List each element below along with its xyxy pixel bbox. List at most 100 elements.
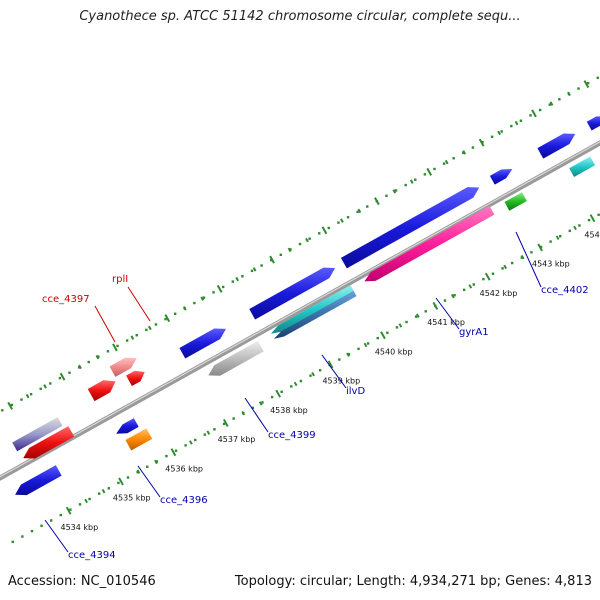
- scale-tick: [531, 109, 537, 118]
- dotted-track-forward: [577, 87, 580, 90]
- scale-tick-minor: [43, 384, 47, 389]
- gene-rplI-arrow[interactable]: [109, 357, 137, 377]
- gene-arrow-blue[interactable]: [537, 133, 576, 159]
- dotted-track-reverse: [232, 417, 235, 420]
- dotted-track-forward: [154, 323, 158, 326]
- gene-label-cce-4402[interactable]: cce_4402: [541, 285, 589, 296]
- scale-tick-label: 4542 kbp: [480, 289, 518, 298]
- gene-label-cce-4397[interactable]: cce_4397: [42, 294, 90, 305]
- dotted-track-reverse: [78, 503, 82, 506]
- scale-tick: [112, 343, 118, 352]
- dotted-track-reverse: [597, 213, 600, 216]
- dotted-track-reverse: [270, 395, 274, 399]
- scale-tick-minor: [293, 381, 298, 387]
- gene-rplL-arrow[interactable]: [87, 380, 116, 402]
- dotted-track-forward: [318, 232, 321, 235]
- scale-tick-label: 4535 kbp: [113, 494, 151, 503]
- dotted-track-reverse: [338, 358, 341, 361]
- gene-features[interactable]: [12, 116, 600, 496]
- dotted-track-reverse: [549, 240, 552, 243]
- gene-arrow-blue[interactable]: [340, 187, 480, 269]
- gene-cce-4397-arrow[interactable]: [23, 426, 75, 459]
- gene-arrow-cyan[interactable]: [569, 156, 596, 177]
- dotted-track-reverse: [126, 476, 130, 479]
- dotted-track-forward: [125, 339, 129, 342]
- dotted-track-forward: [500, 130, 503, 133]
- scale-tick-minor: [287, 247, 292, 253]
- gene-arrow-blue[interactable]: [179, 328, 226, 359]
- dotted-track-reverse: [184, 444, 187, 447]
- scale-tick-minor: [567, 91, 571, 97]
- scale-tick-minor: [136, 469, 141, 474]
- gene-arrow-steel[interactable]: [273, 290, 357, 339]
- gene-arrow-blue[interactable]: [489, 169, 513, 185]
- dotted-track-forward: [145, 328, 148, 332]
- dotted-track-reverse: [347, 352, 351, 356]
- scale-tick: [164, 314, 171, 323]
- dotted-track-forward: [433, 167, 436, 171]
- dotted-track-forward: [490, 135, 494, 139]
- scale-tick-minor: [520, 254, 525, 260]
- gene-arrow-blue[interactable]: [586, 116, 600, 131]
- dotted-track-forward: [529, 114, 532, 117]
- leader-line-cce-4402: [515, 231, 542, 288]
- scale-tick: [589, 214, 596, 223]
- scale-tick-minor: [311, 371, 315, 377]
- scale-tick-minor: [25, 393, 30, 399]
- dotted-track-reverse: [501, 267, 504, 270]
- scale-tick: [170, 448, 177, 457]
- dotted-track-forward: [558, 98, 561, 101]
- dotted-track-reverse: [146, 465, 149, 469]
- scale-tick-minor: [450, 293, 455, 299]
- gene-cce-4402-arrow[interactable]: [504, 192, 527, 211]
- gene-cce-4394-arrow[interactable]: [15, 465, 62, 496]
- dotted-track-forward: [414, 178, 417, 181]
- gene-label-cce-4399[interactable]: cce_4399: [268, 430, 316, 441]
- gene-cce-4396-arrow[interactable]: [125, 428, 153, 451]
- dotted-track-reverse: [539, 245, 543, 249]
- dotted-track-forward: [212, 291, 215, 294]
- gene-label-cce-4396[interactable]: cce_4396: [160, 495, 208, 506]
- dotted-track-forward: [164, 317, 167, 321]
- dotted-track-forward: [87, 360, 90, 364]
- scale-tick: [327, 360, 334, 369]
- gene-gyrA1-arrow[interactable]: [364, 205, 495, 282]
- dotted-track-forward: [116, 344, 119, 348]
- gene-labels[interactable]: cce_4397 rplI cce_4394 cce_4396 cce_4399 ilvD…: [42, 231, 589, 561]
- gene-label-rpli[interactable]: rplI: [112, 274, 128, 285]
- leader-line-ilvd: [321, 354, 347, 389]
- dotted-track-reverse: [530, 251, 533, 254]
- gene-label-gyra1[interactable]: gyrA1: [459, 327, 489, 338]
- gene-arrow-slate[interactable]: [12, 417, 63, 452]
- dotted-track-reverse: [510, 261, 514, 265]
- scale-tick-minor: [503, 264, 508, 270]
- gene-cce-4399-arrow[interactable]: [208, 340, 264, 376]
- gene-arrow-red-small[interactable]: [126, 370, 145, 387]
- dotted-track-reverse: [49, 519, 53, 522]
- dotted-track-reverse: [174, 449, 178, 452]
- gene-label-ilvd[interactable]: ilvD: [346, 386, 365, 397]
- dotted-track-forward: [68, 371, 71, 374]
- dotted-track-forward: [10, 403, 14, 407]
- dotted-track-forward: [231, 280, 234, 283]
- dotted-track-forward: [442, 162, 446, 165]
- dotted-track-forward: [298, 242, 302, 246]
- scale-tick-label: 4534 kbp: [61, 523, 99, 532]
- dotted-track-reverse: [117, 481, 120, 485]
- scale-tick: [59, 372, 66, 381]
- scale-tick-minor: [84, 498, 88, 504]
- dotted-track-forward: [366, 205, 369, 208]
- gene-ilvD-arrow[interactable]: [270, 285, 354, 334]
- gene-arrow-blue-small[interactable]: [116, 418, 139, 434]
- gene-label-cce-4394[interactable]: cce_4394: [68, 550, 116, 561]
- dotted-track-forward: [193, 301, 196, 305]
- tracks: [0, 76, 600, 544]
- gene-arrow-blue[interactable]: [249, 267, 336, 320]
- dotted-track-reverse: [213, 428, 216, 431]
- scale-tick-minor: [573, 225, 577, 231]
- scale-tick-minor: [189, 440, 193, 445]
- scale-tick: [478, 138, 485, 147]
- scale-tick-minor: [392, 189, 397, 194]
- scale-tick-minor: [235, 276, 240, 282]
